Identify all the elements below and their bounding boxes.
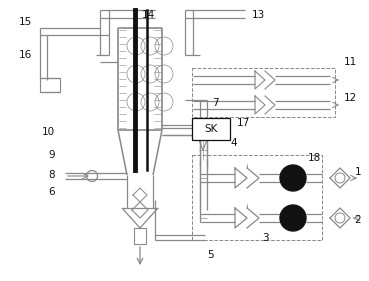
- Text: 13: 13: [251, 10, 265, 20]
- Text: 3: 3: [262, 233, 268, 243]
- Text: 2: 2: [355, 215, 361, 225]
- Text: 8: 8: [49, 170, 55, 180]
- Text: SK: SK: [204, 124, 218, 134]
- Text: 9: 9: [49, 150, 55, 160]
- Text: 16: 16: [18, 50, 32, 60]
- Bar: [192, 155, 322, 240]
- Text: 15: 15: [18, 17, 32, 27]
- Text: 18: 18: [307, 153, 321, 163]
- Text: 5: 5: [207, 250, 213, 260]
- Text: 7: 7: [212, 98, 218, 108]
- Text: 14: 14: [141, 10, 155, 20]
- Text: 10: 10: [41, 127, 55, 137]
- Bar: [40, 78, 60, 92]
- Text: 11: 11: [344, 57, 356, 67]
- Bar: [134, 228, 146, 244]
- Circle shape: [280, 205, 306, 231]
- Text: 17: 17: [237, 118, 249, 128]
- Bar: [192, 118, 230, 140]
- Text: 12: 12: [344, 93, 356, 103]
- Circle shape: [280, 165, 306, 191]
- Text: 4: 4: [231, 138, 237, 148]
- Bar: [192, 68, 335, 117]
- Text: 1: 1: [355, 167, 361, 177]
- Text: 6: 6: [49, 187, 55, 197]
